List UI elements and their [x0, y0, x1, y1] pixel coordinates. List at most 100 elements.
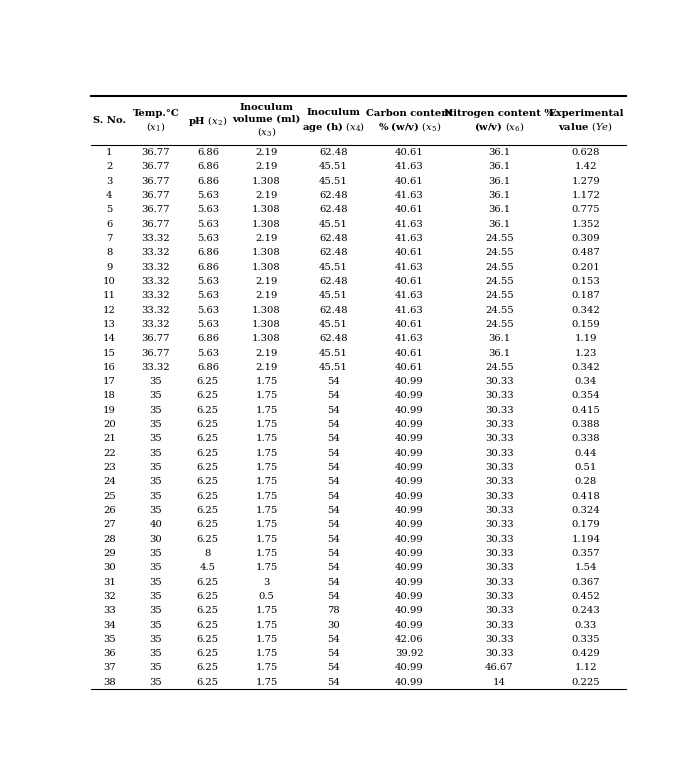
Text: 2: 2: [106, 163, 112, 171]
Text: 40.99: 40.99: [395, 478, 424, 486]
Text: 35: 35: [149, 406, 162, 415]
Text: 35: 35: [149, 420, 162, 429]
Text: 22: 22: [103, 449, 116, 457]
Text: 3: 3: [263, 577, 270, 587]
Text: 35: 35: [149, 549, 162, 558]
Text: 35: 35: [149, 563, 162, 573]
Text: 0.5: 0.5: [259, 592, 275, 601]
Text: 35: 35: [149, 606, 162, 615]
Text: 6.25: 6.25: [197, 506, 219, 515]
Text: 40.99: 40.99: [395, 420, 424, 429]
Text: 1.75: 1.75: [255, 563, 277, 573]
Text: 23: 23: [103, 463, 116, 472]
Text: 6.25: 6.25: [197, 621, 219, 629]
Text: 37: 37: [103, 664, 116, 672]
Text: 5.63: 5.63: [197, 306, 219, 314]
Text: 54: 54: [327, 520, 340, 529]
Text: 35: 35: [149, 434, 162, 443]
Text: 40.99: 40.99: [395, 377, 424, 386]
Text: 21: 21: [103, 434, 116, 443]
Text: 15: 15: [103, 349, 116, 358]
Text: 36.1: 36.1: [488, 177, 510, 186]
Text: 40.99: 40.99: [395, 664, 424, 672]
Text: 35: 35: [149, 492, 162, 501]
Text: 30.33: 30.33: [485, 377, 514, 386]
Text: 30.33: 30.33: [485, 592, 514, 601]
Text: 54: 54: [327, 577, 340, 587]
Text: 1.19: 1.19: [574, 335, 597, 343]
Text: 54: 54: [327, 492, 340, 501]
Text: 30.33: 30.33: [485, 520, 514, 529]
Text: 6.25: 6.25: [197, 434, 219, 443]
Text: 40.99: 40.99: [395, 449, 424, 457]
Text: 0.367: 0.367: [572, 577, 600, 587]
Text: 2.19: 2.19: [255, 349, 277, 358]
Text: 2.19: 2.19: [255, 234, 277, 243]
Text: 25: 25: [103, 492, 116, 501]
Text: 1.75: 1.75: [255, 420, 277, 429]
Text: 24.55: 24.55: [485, 234, 514, 243]
Text: 54: 54: [327, 434, 340, 443]
Text: 11: 11: [103, 291, 116, 300]
Text: 36.77: 36.77: [141, 219, 170, 229]
Text: 0.415: 0.415: [572, 406, 600, 415]
Text: 1.42: 1.42: [574, 163, 597, 171]
Text: 1.75: 1.75: [255, 391, 277, 401]
Text: 30.33: 30.33: [485, 534, 514, 544]
Text: 3: 3: [106, 177, 112, 186]
Text: 40.99: 40.99: [395, 606, 424, 615]
Text: 6.25: 6.25: [197, 420, 219, 429]
Text: 30.33: 30.33: [485, 492, 514, 501]
Text: Inoculum
volume (ml)
$(x_3)$: Inoculum volume (ml) $(x_3)$: [232, 103, 300, 138]
Text: 36.77: 36.77: [141, 191, 170, 200]
Text: 1.75: 1.75: [255, 492, 277, 501]
Text: 0.628: 0.628: [572, 148, 600, 157]
Text: 27: 27: [103, 520, 116, 529]
Text: 30.33: 30.33: [485, 449, 514, 457]
Text: 2.19: 2.19: [255, 148, 277, 157]
Text: 1.75: 1.75: [255, 406, 277, 415]
Text: 6.25: 6.25: [197, 649, 219, 658]
Text: 36.77: 36.77: [141, 148, 170, 157]
Text: 40.99: 40.99: [395, 592, 424, 601]
Text: 0.418: 0.418: [572, 492, 600, 501]
Text: 0.354: 0.354: [572, 391, 600, 401]
Text: 1.75: 1.75: [255, 463, 277, 472]
Text: 35: 35: [149, 506, 162, 515]
Text: 40.99: 40.99: [395, 534, 424, 544]
Text: 7: 7: [106, 234, 112, 243]
Text: 1.75: 1.75: [255, 534, 277, 544]
Text: 0.309: 0.309: [572, 234, 600, 243]
Text: 0.429: 0.429: [572, 649, 600, 658]
Text: 30.33: 30.33: [485, 391, 514, 401]
Text: 45.51: 45.51: [319, 291, 348, 300]
Text: 33.32: 33.32: [141, 263, 170, 272]
Text: Experimental
value $(Ye)$: Experimental value $(Ye)$: [548, 109, 624, 133]
Text: 41.63: 41.63: [395, 335, 424, 343]
Text: 35: 35: [149, 664, 162, 672]
Text: 6.25: 6.25: [197, 664, 219, 672]
Text: 54: 54: [327, 406, 340, 415]
Text: 32: 32: [103, 592, 116, 601]
Text: 45.51: 45.51: [319, 177, 348, 186]
Text: 1.75: 1.75: [255, 377, 277, 386]
Text: 0.243: 0.243: [572, 606, 600, 615]
Text: 62.48: 62.48: [319, 248, 348, 258]
Text: 36.1: 36.1: [488, 191, 510, 200]
Text: 62.48: 62.48: [319, 234, 348, 243]
Text: 1.308: 1.308: [252, 248, 281, 258]
Text: 1.352: 1.352: [572, 219, 600, 229]
Text: 40.61: 40.61: [395, 363, 424, 372]
Text: 4.5: 4.5: [200, 563, 216, 573]
Text: 0.28: 0.28: [575, 478, 597, 486]
Text: 30.33: 30.33: [485, 635, 514, 644]
Text: 18: 18: [103, 391, 116, 401]
Text: 54: 54: [327, 563, 340, 573]
Text: 35: 35: [103, 635, 116, 644]
Text: 41.63: 41.63: [395, 219, 424, 229]
Text: 36.77: 36.77: [141, 349, 170, 358]
Text: 30: 30: [327, 621, 340, 629]
Text: 0.388: 0.388: [572, 420, 600, 429]
Text: 5: 5: [106, 205, 112, 215]
Text: S. No.: S. No.: [93, 117, 126, 125]
